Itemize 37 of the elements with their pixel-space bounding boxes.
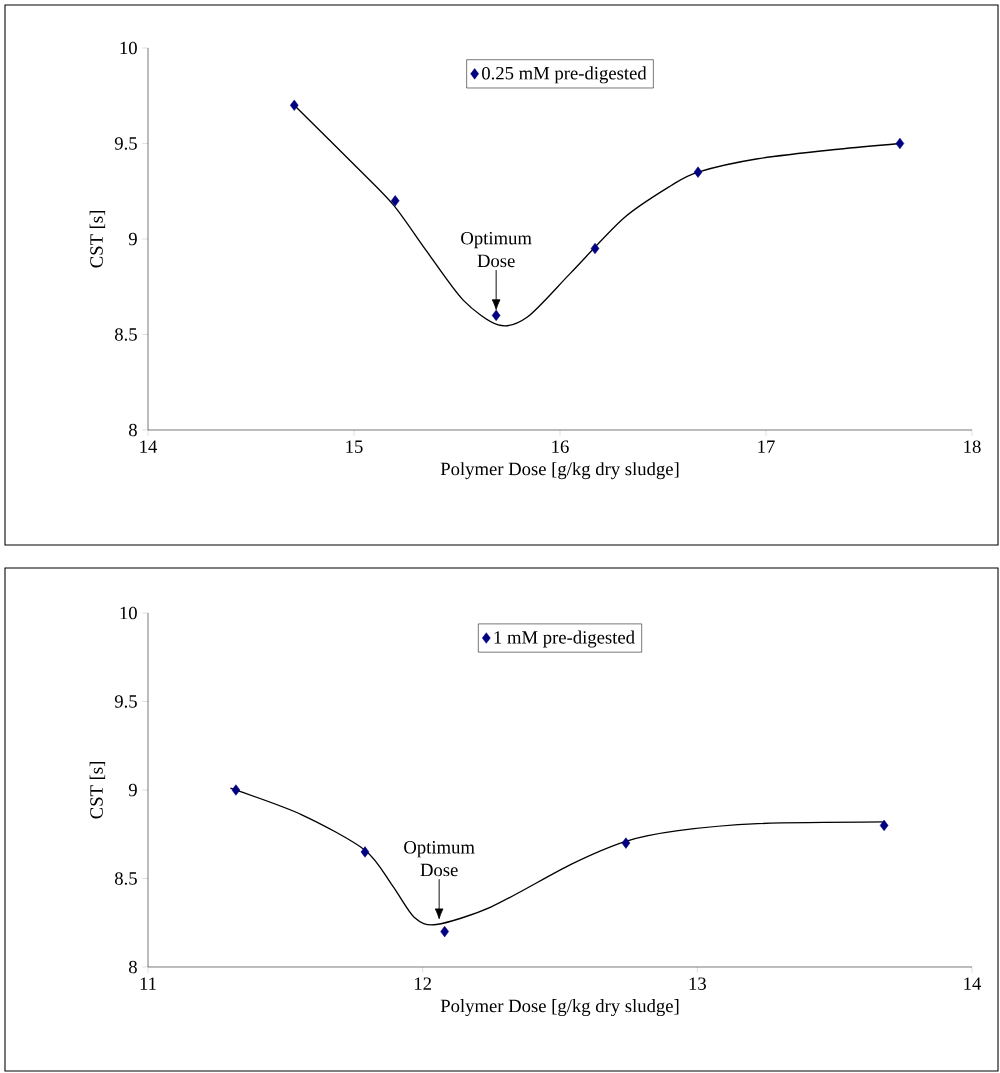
point	[895, 137, 905, 150]
x-axis-title: Polymer Dose [g/kg dry sludge]	[440, 999, 679, 1017]
y-tick-label: 9	[128, 783, 137, 797]
x-tick-label: 13	[689, 977, 706, 990]
x-tick-label: 16	[552, 440, 569, 453]
point	[390, 195, 400, 207]
y-tick-label: 8.5	[114, 328, 137, 341]
point	[491, 309, 501, 321]
y-tick-label: 9.5	[114, 137, 137, 150]
y-tick-label: 8	[128, 423, 137, 437]
x-tick-label: 11	[140, 977, 156, 990]
annotation: Optimum Dose	[404, 841, 475, 877]
point	[621, 837, 631, 849]
y-tick-label: 10	[120, 606, 137, 620]
x-tick-label: 17	[758, 440, 775, 453]
y-axis-title: CST [s]	[89, 211, 106, 268]
x-axis-title: Polymer Dose [g/kg dry sludge]	[440, 462, 679, 480]
point	[590, 242, 600, 255]
x-tick-label: 18	[964, 440, 981, 453]
point	[231, 784, 241, 796]
point	[693, 166, 703, 178]
x-tick-label: 14	[140, 440, 158, 453]
legend-label: 0.25 mM pre-digested	[482, 66, 647, 84]
x-tick-label: 14	[964, 977, 982, 990]
y-tick-label: 10	[120, 41, 137, 55]
x-tick-label: 12	[414, 977, 431, 990]
legend-label: 1 mM pre-digested	[494, 630, 635, 648]
y-tick-label: 9.5	[114, 695, 137, 708]
y-tick-label: 8	[128, 960, 137, 974]
y-tick-label: 8.5	[114, 872, 137, 885]
point	[289, 99, 299, 111]
point	[879, 819, 889, 831]
x-tick-label: 15	[346, 440, 363, 453]
point	[360, 846, 370, 858]
y-tick-label: 9	[128, 232, 137, 246]
annotation: Optimum Dose	[461, 231, 532, 268]
y-axis-title: CST [s]	[89, 762, 106, 819]
